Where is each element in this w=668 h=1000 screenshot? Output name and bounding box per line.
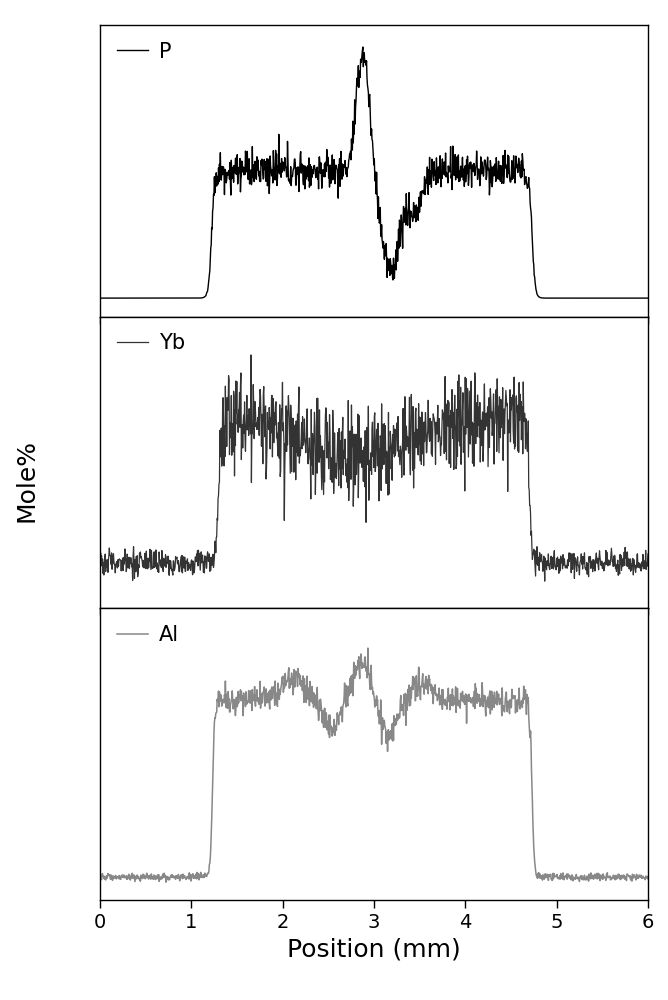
Text: Mole%: Mole% [15, 438, 39, 522]
X-axis label: Position (mm): Position (mm) [287, 938, 461, 962]
Legend: P: P [111, 35, 177, 68]
Legend: Al: Al [111, 619, 185, 651]
Legend: Yb: Yb [111, 327, 191, 360]
